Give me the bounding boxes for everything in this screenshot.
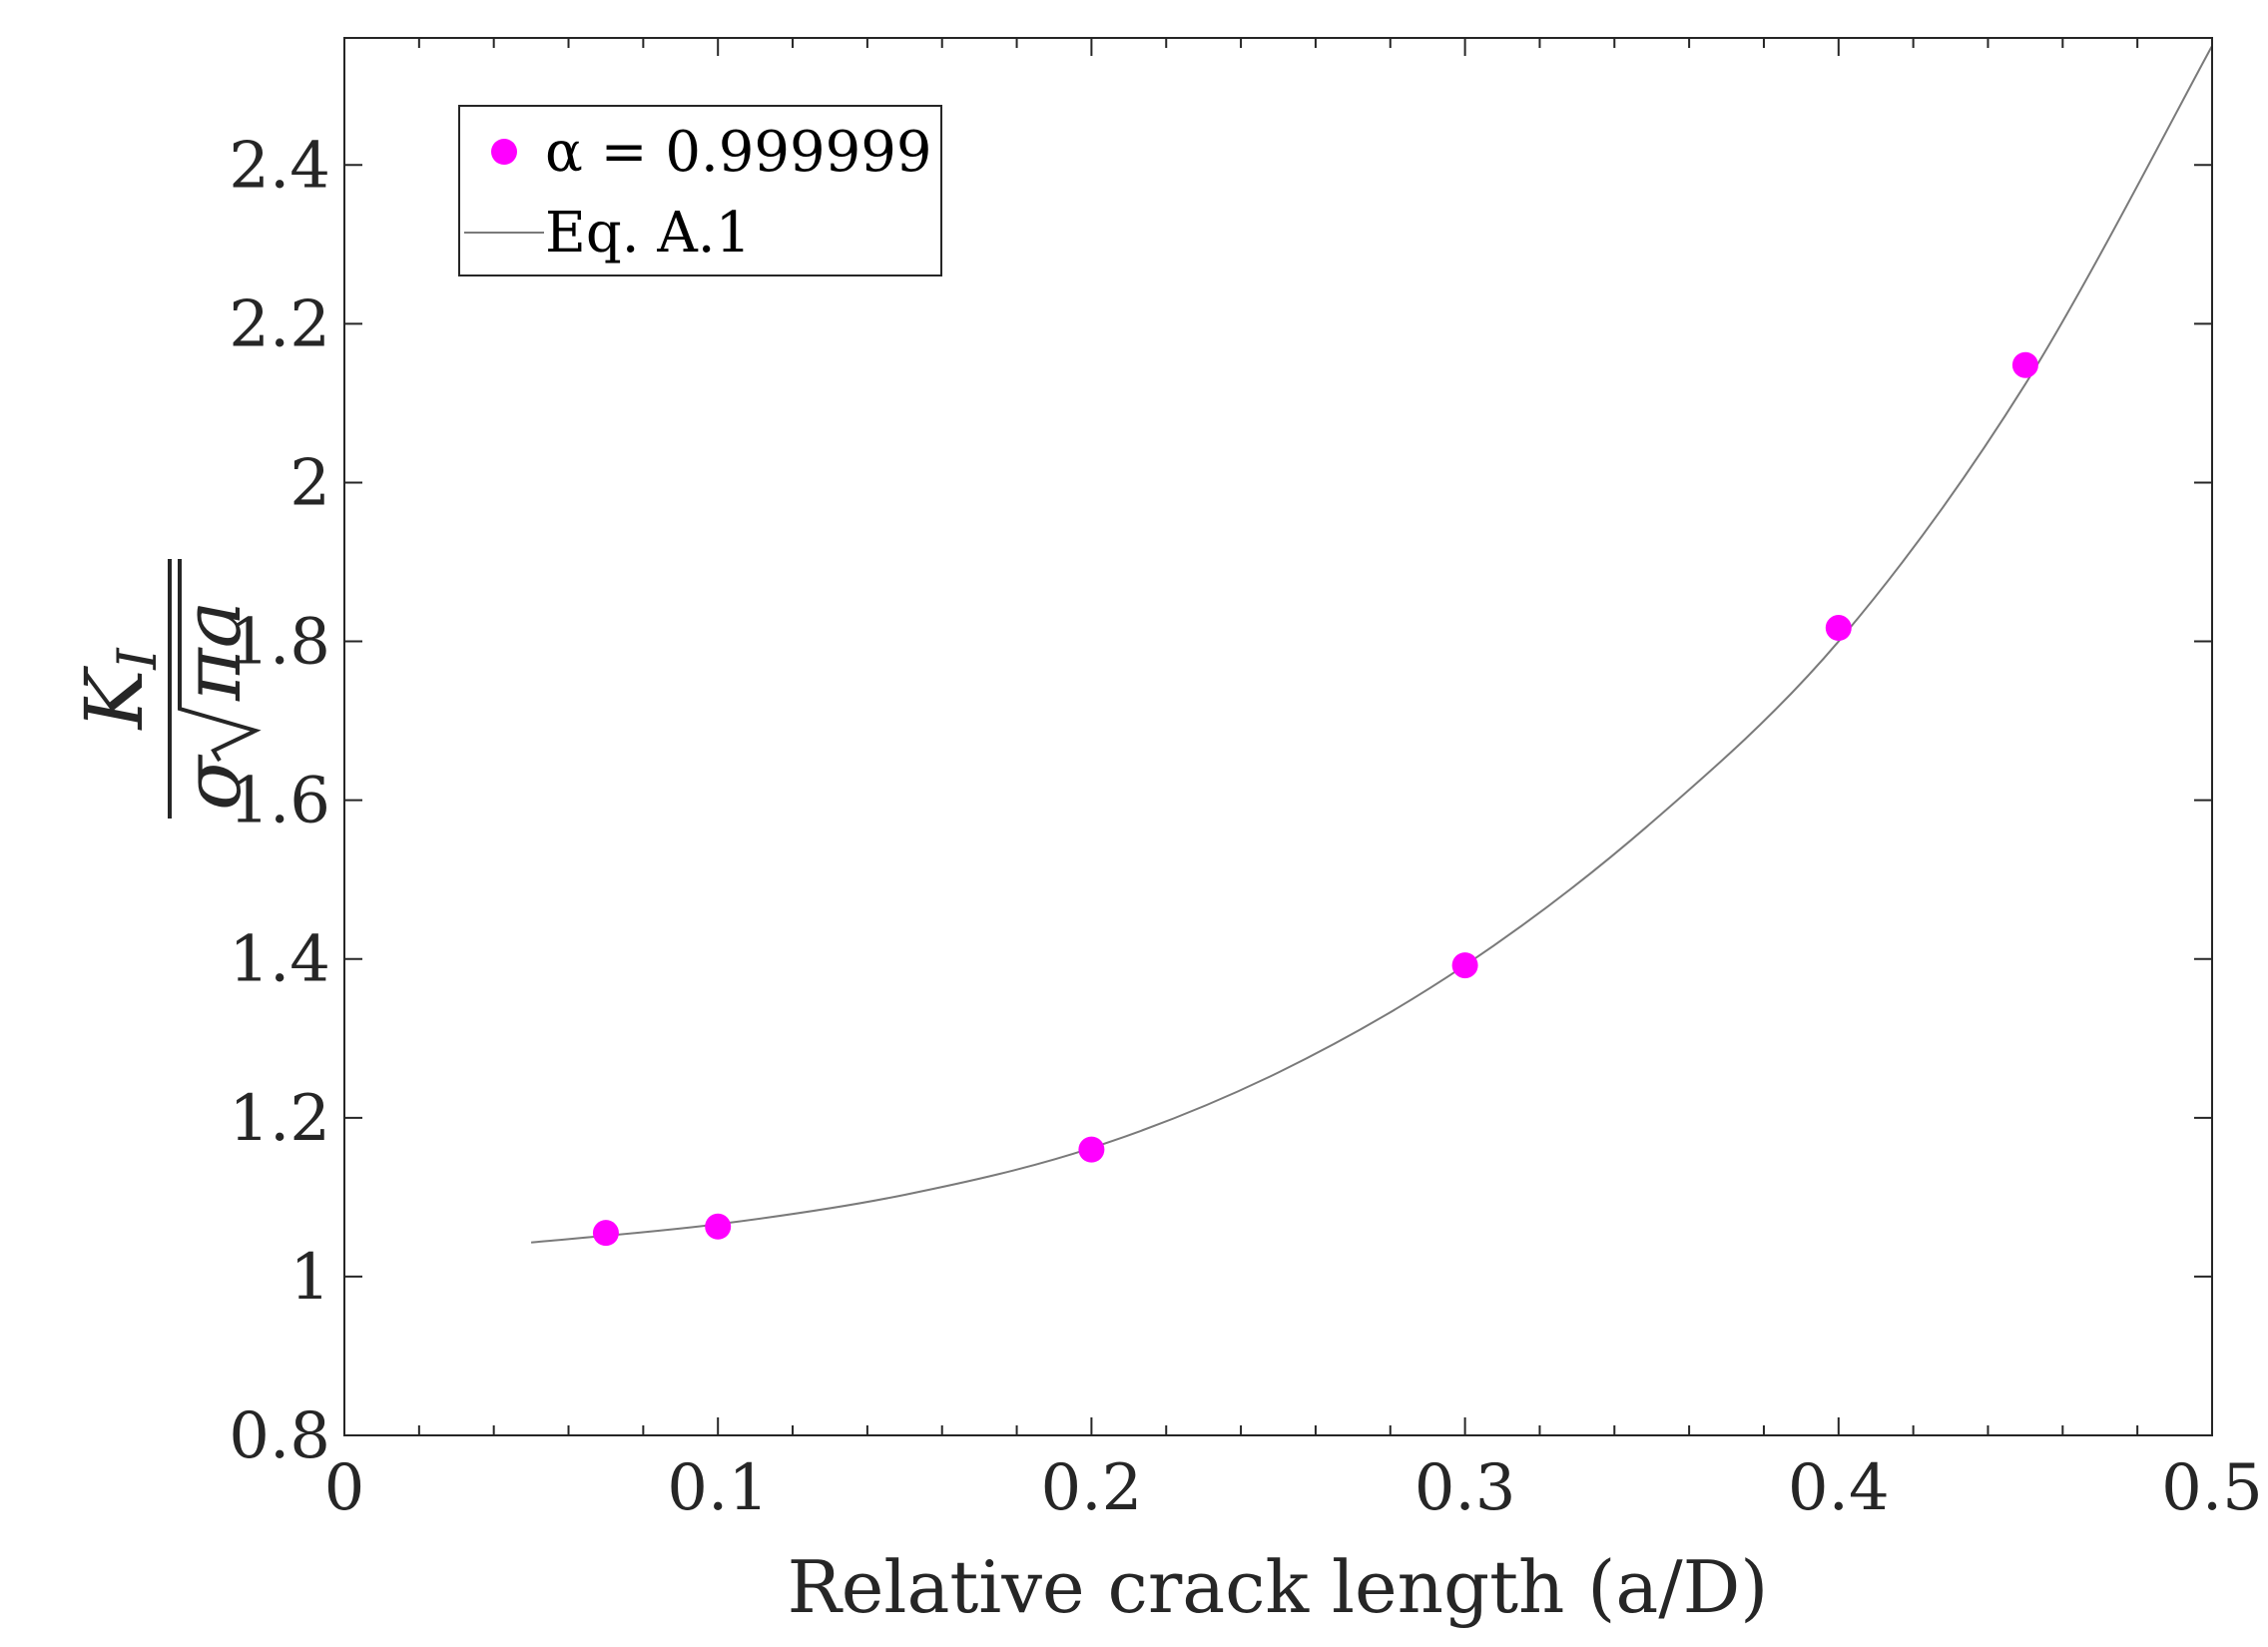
x-axis-label: Relative crack length (a/D) bbox=[788, 1545, 1769, 1629]
x-tick-label: 0.2 bbox=[1041, 1451, 1143, 1525]
ticks-layer: 0 0.1 0.2 0.3 0.4 0.5 0.8 1 1.2 1.4 1.6 1.8 2 2.2 2.4 bbox=[229, 38, 2263, 1525]
y-label-sigma: σ bbox=[166, 754, 259, 811]
legend-entry-line: Eq. A.1 bbox=[545, 201, 751, 266]
data-point bbox=[1078, 1136, 1105, 1163]
legend: α = 0.999999 Eq. A.1 bbox=[458, 105, 942, 276]
y-label-radical bbox=[178, 559, 262, 763]
y-tick-label: 2.4 bbox=[229, 129, 330, 203]
x-tick-label: 0 bbox=[324, 1451, 365, 1525]
legend-box bbox=[458, 105, 942, 276]
x-tick-label: 0.3 bbox=[1415, 1451, 1516, 1525]
y-tick-label: 1.4 bbox=[229, 923, 330, 997]
y-tick-label: 2 bbox=[289, 446, 330, 520]
y-axis-label: KI σ πa bbox=[68, 559, 262, 819]
svg-text:KI: KI bbox=[68, 647, 169, 732]
y-label-radicand: πa bbox=[166, 601, 259, 702]
data-point bbox=[1825, 615, 1852, 642]
plot-area-frame bbox=[343, 37, 2213, 1436]
x-tick-label: 0.4 bbox=[1788, 1451, 1890, 1525]
data-point bbox=[2011, 351, 2038, 378]
x-tick-label: 0.1 bbox=[667, 1451, 769, 1525]
marker-layer bbox=[592, 351, 2038, 1247]
y-tick-label: 1.6 bbox=[229, 765, 330, 838]
y-label-numerator: K bbox=[68, 666, 161, 732]
data-point bbox=[705, 1213, 732, 1240]
data-point bbox=[1451, 952, 1478, 979]
y-tick-label: 1.2 bbox=[229, 1082, 330, 1156]
x-tick-label: 0.5 bbox=[2161, 1451, 2263, 1525]
y-tick-label: 1.8 bbox=[229, 606, 330, 680]
legend-entry-markers: α = 0.999999 bbox=[545, 120, 932, 185]
data-point bbox=[592, 1220, 619, 1247]
y-tick-label: 2.2 bbox=[229, 287, 330, 361]
legend-marker-icon bbox=[491, 139, 517, 165]
y-tick-label: 0.8 bbox=[229, 1399, 330, 1473]
y-tick-label: 1 bbox=[289, 1241, 330, 1315]
y-label-subscript: I bbox=[106, 647, 169, 671]
